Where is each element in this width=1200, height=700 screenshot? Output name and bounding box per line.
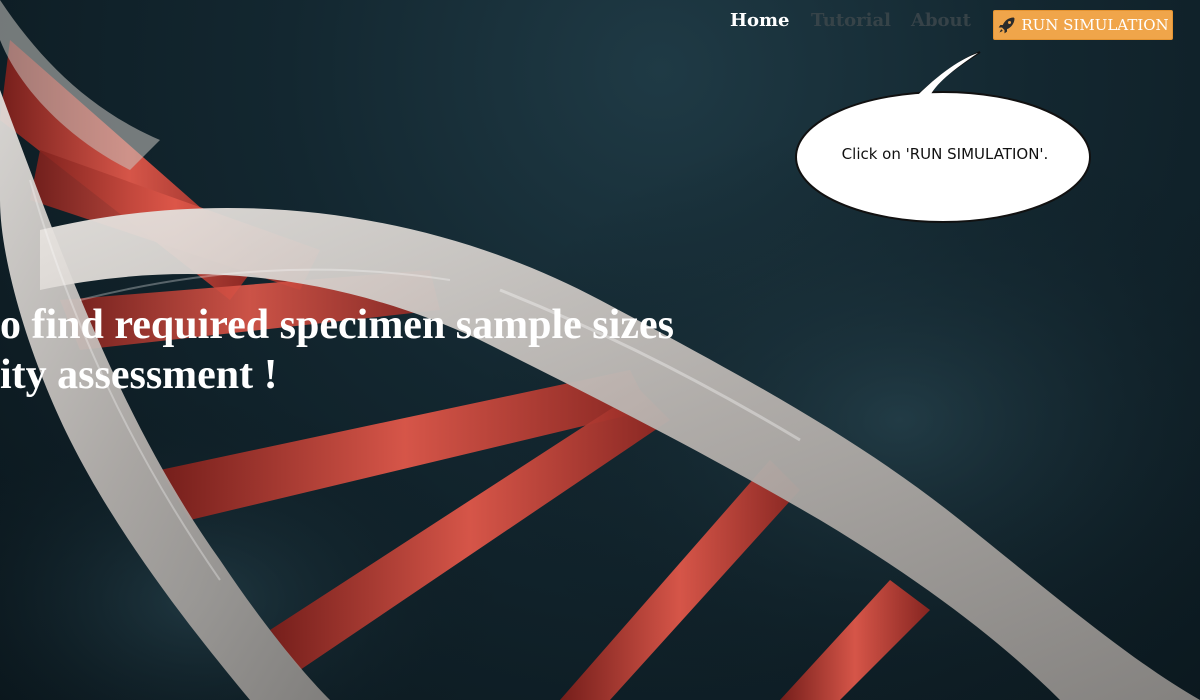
rocket-icon — [998, 17, 1015, 34]
top-nav: Home Tutorial About RUN SIMULATION — [0, 0, 1200, 50]
headline-line-1: o find required specimen sample sizes — [0, 302, 674, 348]
hero-headline: o find required specimen sample sizes it… — [0, 300, 800, 400]
run-simulation-button[interactable]: RUN SIMULATION — [993, 10, 1173, 40]
nav-tutorial-link[interactable]: Tutorial — [811, 10, 891, 31]
run-simulation-label: RUN SIMULATION — [1021, 16, 1169, 34]
speech-bubble-text: Click on 'RUN SIMULATION'. — [841, 145, 1049, 163]
headline-line-2: ity assessment ! — [0, 352, 278, 398]
speech-bubble — [795, 51, 1091, 223]
nav-about-link[interactable]: About — [911, 10, 971, 31]
nav-home-link[interactable]: Home — [730, 10, 790, 31]
